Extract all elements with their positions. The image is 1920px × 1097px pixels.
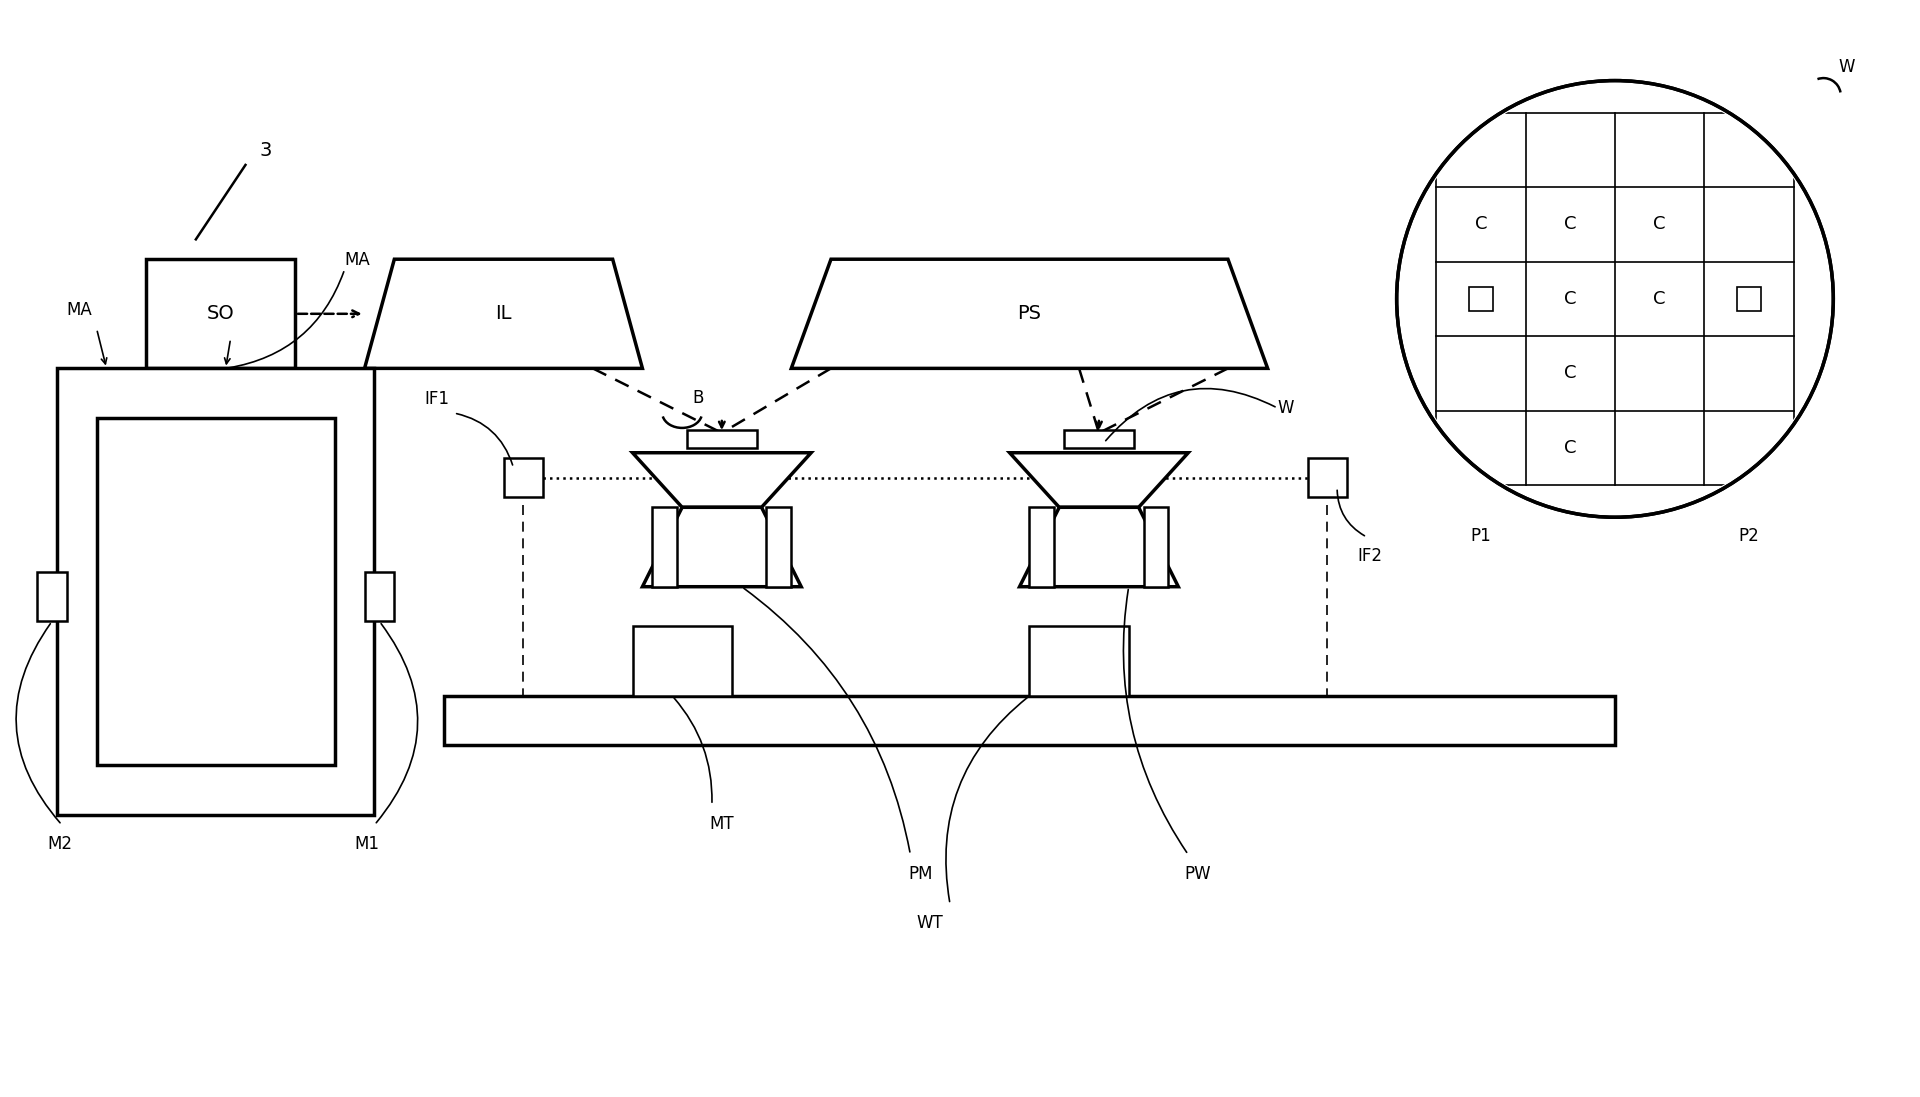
Text: P2: P2 (1740, 528, 1759, 545)
Text: M2: M2 (46, 835, 71, 852)
Text: IF1: IF1 (424, 391, 449, 408)
Bar (687, 430, 756, 448)
Polygon shape (643, 507, 801, 587)
Bar (146, 259, 296, 369)
Polygon shape (365, 259, 643, 369)
Polygon shape (503, 457, 543, 497)
Bar (1029, 507, 1054, 587)
Bar (58, 369, 374, 815)
Text: PM: PM (908, 864, 933, 883)
Bar (1469, 287, 1494, 310)
Circle shape (1396, 80, 1834, 518)
Text: MA: MA (346, 251, 371, 269)
Text: SO: SO (207, 304, 234, 324)
Polygon shape (632, 453, 810, 507)
Text: IL: IL (495, 304, 513, 324)
Text: W: W (1837, 58, 1855, 76)
Text: C: C (1475, 290, 1488, 308)
Bar (1738, 287, 1761, 310)
Bar (1144, 507, 1169, 587)
Text: C: C (1565, 364, 1576, 383)
Text: W: W (1277, 399, 1294, 417)
Polygon shape (1308, 457, 1346, 497)
Text: C: C (1565, 215, 1576, 234)
Text: C: C (1565, 290, 1576, 308)
Bar (365, 572, 394, 621)
Text: M1: M1 (355, 835, 380, 852)
Bar (1029, 626, 1129, 695)
Text: MA: MA (67, 301, 92, 319)
Bar (653, 507, 678, 587)
Text: PW: PW (1185, 864, 1212, 883)
Text: WT: WT (918, 914, 943, 932)
Polygon shape (1020, 507, 1179, 587)
Bar (444, 695, 1615, 746)
Text: P1: P1 (1471, 528, 1492, 545)
Bar (1064, 430, 1133, 448)
Text: C: C (1565, 439, 1576, 456)
Text: IF2: IF2 (1357, 547, 1382, 565)
Text: C: C (1653, 215, 1667, 234)
Text: PS: PS (1018, 304, 1041, 324)
Polygon shape (1010, 453, 1188, 507)
Text: C: C (1475, 215, 1488, 234)
Bar (96, 418, 334, 766)
Bar (632, 626, 732, 695)
Bar (36, 572, 67, 621)
Text: C: C (1653, 290, 1667, 308)
Text: B: B (691, 389, 703, 407)
Text: 3: 3 (259, 140, 271, 159)
Text: MT: MT (710, 815, 733, 833)
Bar (766, 507, 791, 587)
Polygon shape (791, 259, 1267, 369)
